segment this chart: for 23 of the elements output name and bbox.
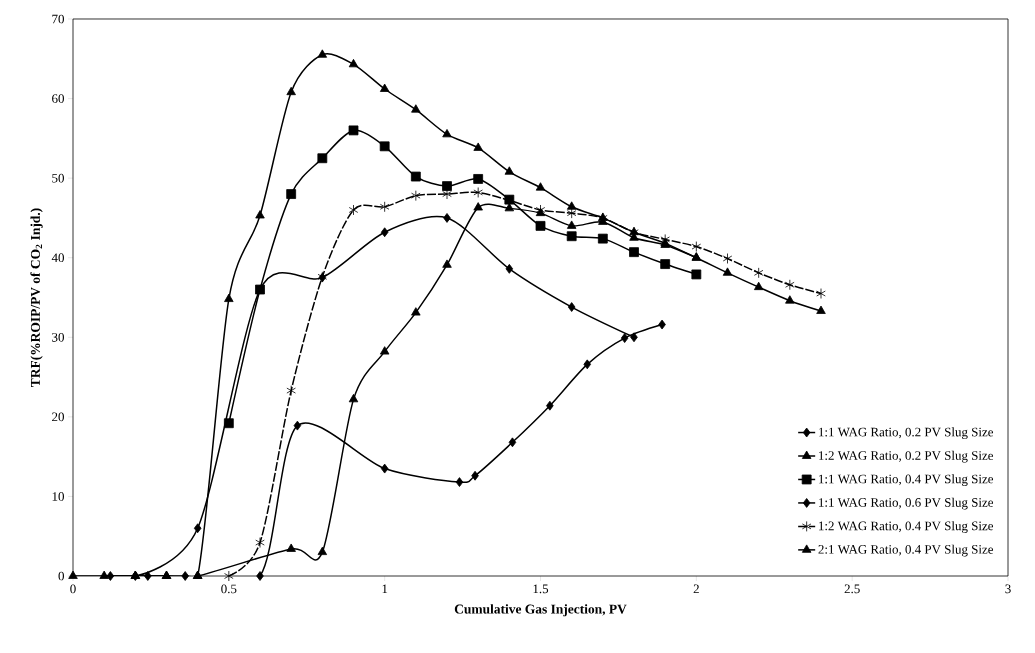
- y-tick-label: 70: [52, 14, 64, 24]
- x-tick-label: 1: [382, 584, 388, 594]
- x-tick-label: 2.5: [844, 584, 860, 594]
- legend-label: 1:1 WAG Ratio, 0.6 PV Slug Size: [819, 497, 994, 510]
- legend-label: 1:1 WAG Ratio, 0.2 PV Slug Size: [819, 427, 994, 440]
- x-axis-title: Cumulative Gas Injection, PV: [454, 604, 627, 617]
- y-tick-label: 40: [51, 253, 64, 263]
- y-tick-label: 60: [52, 94, 64, 103]
- y-tick-label: 20: [52, 412, 64, 422]
- legend-label: 1:2 WAG Ratio, 0.2 PV Slug Size: [819, 450, 994, 463]
- x-tick-label: 0: [70, 584, 76, 594]
- y-tick-label: 30: [52, 332, 64, 342]
- y-tick-label: 0: [58, 571, 64, 581]
- legend-label: 1:2 WAG Ratio, 0.4 PV Slug Size: [819, 521, 994, 533]
- legend-label: 1:1 WAG Ratio, 0.4 PV Slug Size: [819, 474, 994, 487]
- y-tick-label: 10: [52, 492, 64, 501]
- legend-label: 2:1 WAG Ratio, 0.4 PV Slug Size: [818, 544, 994, 557]
- x-tick-label: 0.5: [221, 584, 237, 594]
- x-tick-label: 2: [693, 584, 699, 594]
- x-tick-label: 1.5: [533, 584, 549, 594]
- y-axis-title: TRF(%ROIP/PV of CO$_{2}$ Injd.): [30, 208, 43, 387]
- y-tick-label: 50: [52, 173, 64, 183]
- x-tick-label: 3: [1005, 584, 1011, 594]
